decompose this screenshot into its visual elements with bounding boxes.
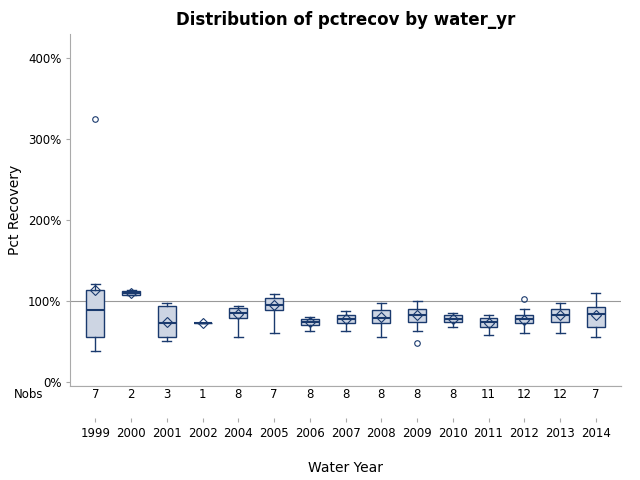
Text: 8: 8 [306, 388, 314, 401]
PathPatch shape [158, 306, 176, 337]
Text: 8: 8 [413, 388, 420, 401]
Text: 8: 8 [378, 388, 385, 401]
Text: 8: 8 [235, 388, 242, 401]
PathPatch shape [301, 319, 319, 325]
Title: Distribution of pctrecov by water_yr: Distribution of pctrecov by water_yr [176, 11, 515, 29]
PathPatch shape [230, 308, 247, 318]
Text: Water Year: Water Year [308, 461, 383, 475]
Y-axis label: Pct Recovery: Pct Recovery [8, 165, 22, 255]
Text: 12: 12 [552, 388, 568, 401]
PathPatch shape [444, 315, 461, 323]
PathPatch shape [408, 309, 426, 323]
Text: Nobs: Nobs [13, 388, 43, 401]
PathPatch shape [515, 315, 533, 324]
Text: 11: 11 [481, 388, 496, 401]
PathPatch shape [551, 309, 569, 323]
PathPatch shape [122, 291, 140, 295]
Text: 7: 7 [270, 388, 278, 401]
PathPatch shape [372, 311, 390, 324]
PathPatch shape [265, 298, 283, 311]
Text: 8: 8 [342, 388, 349, 401]
Text: 7: 7 [92, 388, 99, 401]
PathPatch shape [337, 315, 355, 324]
Text: 2: 2 [127, 388, 135, 401]
Text: 1: 1 [199, 388, 206, 401]
PathPatch shape [479, 318, 497, 326]
PathPatch shape [86, 290, 104, 337]
PathPatch shape [587, 307, 605, 326]
Text: 7: 7 [592, 388, 600, 401]
Text: 8: 8 [449, 388, 456, 401]
Text: 12: 12 [517, 388, 532, 401]
Text: 3: 3 [163, 388, 171, 401]
